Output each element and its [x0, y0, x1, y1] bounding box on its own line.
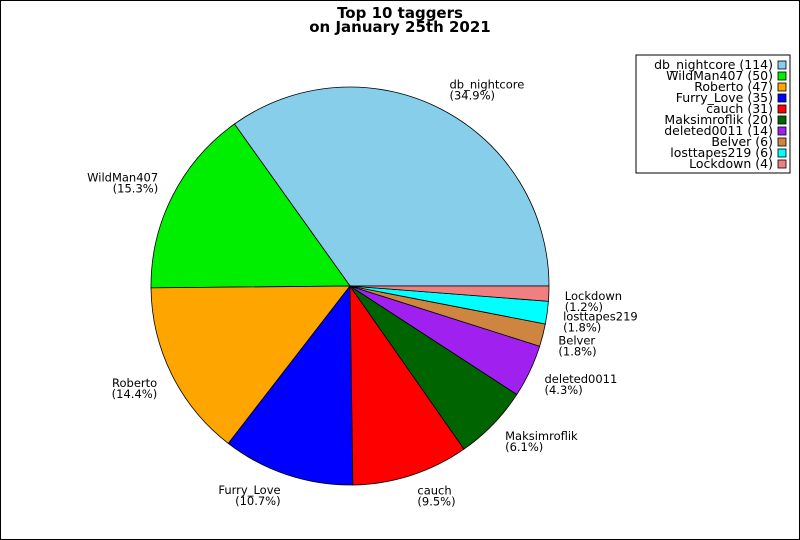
legend-swatch-cauch	[777, 104, 787, 114]
pie-slice-lockdown	[349, 285, 550, 302]
slice-percent-wildman407: (15.3%)	[113, 181, 159, 195]
legend-swatch-roberto	[777, 82, 787, 92]
slice-label-lockdown: Lockdown	[565, 289, 622, 303]
legend-swatch-furry-love	[777, 93, 787, 103]
legend-item-lockdown: Lockdown (4)	[689, 156, 773, 171]
legend-item-belver: Belver (6)	[711, 134, 773, 149]
legend-item-losttapes219: losttapes219 (6)	[670, 145, 773, 160]
legend-swatch-belver	[777, 137, 787, 147]
slice-percent-losttapes219: (1.8%)	[563, 321, 601, 335]
slice-percent-belver: (1.8%)	[558, 345, 596, 359]
legend-swatch-deleted0011	[777, 126, 787, 136]
chart-title: Top 10 taggers	[337, 4, 463, 22]
legend-swatch-wildman407	[777, 71, 787, 81]
slice-percent-maksimroflik: (6.1%)	[505, 440, 543, 454]
slice-percent-deleted0011: (4.3%)	[545, 383, 583, 397]
legend-item-deleted0011: deleted0011 (14)	[664, 123, 773, 138]
slice-percent-db-nightcore: (34.9%)	[450, 89, 496, 103]
slice-percent-cauch: (9.5%)	[417, 495, 455, 509]
slice-percent-furry-love: (10.7%)	[235, 494, 281, 508]
slice-label-db-nightcore: db_nightcore	[450, 78, 525, 92]
chart-subtitle: on January 25th 2021	[309, 18, 490, 36]
slice-label-losttapes219: losttapes219	[563, 310, 638, 324]
legend-item-db-nightcore: db_nightcore (114)	[654, 57, 773, 72]
slice-label-roberto: Roberto	[112, 376, 157, 390]
pie-slice-wildman407	[150, 123, 351, 289]
pie-slice-furry-love	[227, 284, 354, 486]
legend: db_nightcore (114)WildMan407 (50)Roberto…	[635, 54, 791, 174]
pie-slices	[150, 86, 550, 486]
pie-slice-cauch	[349, 284, 465, 486]
legend-swatch-db-nightcore	[777, 60, 787, 70]
legend-item-maksimroflik: Maksimroflik (20)	[664, 112, 773, 127]
slice-labels: db_nightcore(34.9%) WildMan407(15.3%) Robe…	[87, 78, 638, 509]
slice-label-maksimroflik: Maksimroflik	[505, 429, 578, 443]
legend-box	[635, 54, 791, 174]
slice-label-deleted0011: deleted0011	[545, 372, 618, 386]
legend-item-cauch: cauch (31)	[706, 101, 773, 116]
legend-item-wildman407: WildMan407 (50)	[666, 68, 773, 83]
legend-swatch-maksimroflik	[777, 115, 787, 125]
slice-label-belver: Belver	[558, 334, 595, 348]
legend-swatch-lockdown	[777, 159, 787, 169]
slice-label-wildman407: WildMan407	[87, 170, 158, 184]
legend-item-furry-love: Furry_Love (35)	[676, 90, 773, 105]
legend-swatch-losttapes219	[777, 148, 787, 158]
pie-slice-db-nightcore	[233, 86, 550, 287]
slice-label-cauch: cauch	[417, 484, 451, 498]
slice-label-furry-love: Furry_Love	[218, 483, 280, 497]
legend-item-roberto: Roberto (47)	[694, 79, 773, 94]
pie-slice-roberto	[150, 285, 351, 445]
slice-percent-roberto: (14.4%)	[112, 387, 158, 401]
slice-percent-lockdown: (1.2%)	[565, 300, 603, 314]
